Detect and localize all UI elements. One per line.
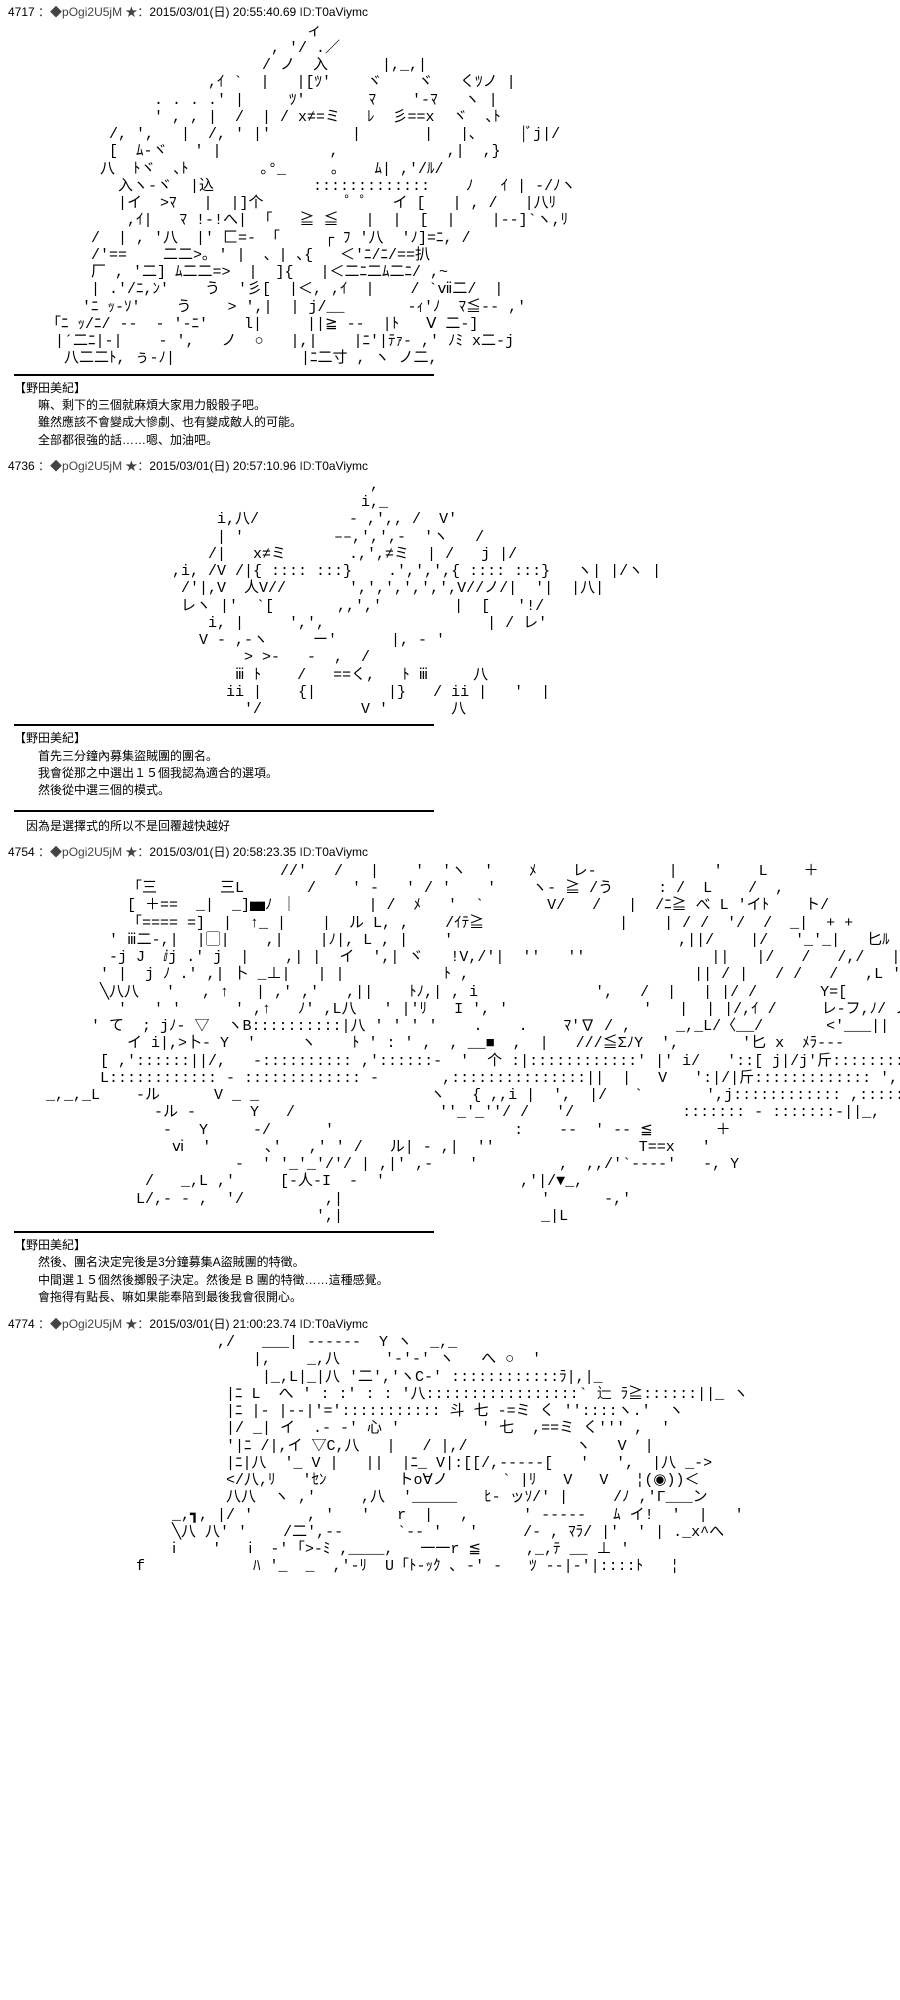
post-id: T0aViymc: [315, 459, 368, 473]
post-number: 4717: [8, 5, 35, 19]
ascii-art: //' / | ' 'ヽ ' ﾒ レ- | ' L ＋ 「三 三L / ' - …: [28, 863, 900, 1225]
post-id: T0aViymc: [315, 845, 368, 859]
divider: [14, 374, 434, 376]
post-id: T0aViymc: [315, 1317, 368, 1331]
divider: [14, 1231, 434, 1233]
post-date: 2015/03/01(日) 21:00:23.74: [149, 1317, 296, 1331]
post-number: 4736: [8, 459, 35, 473]
speech-text: 嘛、剩下的三個就麻煩大家用力骰骰子吧。 雖然應該不會變成大慘劇、也有變成敵人的可…: [38, 397, 900, 449]
speaker-name: 【野田美紀】: [14, 380, 900, 397]
post-id: T0aViymc: [315, 5, 368, 19]
divider: [14, 810, 434, 812]
post-header: 4717 ：◆pOgi2U5jM ★：2015/03/01(日) 20:55:4…: [8, 5, 900, 21]
post-date: 2015/03/01(日) 20:58:23.35: [149, 845, 296, 859]
post-number: 4774: [8, 1317, 35, 1331]
speaker-name: 【野田美紀】: [14, 1237, 900, 1254]
post-trip: ◆pOgi2U5jM ★: [50, 1317, 137, 1331]
ascii-art: ,/ ___| ------ Y ヽ _,_ |, _,八 '-'-' ヽ へ …: [28, 1334, 900, 1576]
speech-text: 首先三分鐘內募集盜賊團的團名。 我會從那之中選出１５個我認為適合的選項。 然後從…: [38, 748, 900, 800]
speaker-name: 【野田美紀】: [14, 730, 900, 747]
ascii-art: , i,_ i,八/ - ,',, / V' | ' ––,',',- 'ヽ /…: [28, 477, 900, 719]
post-trip: ◆pOgi2U5jM ★: [50, 845, 137, 859]
speech-text: 然後、團名決定完後是3分鐘募集A盜賊團的特徵。 中間選１５個然後擲骰子決定。然後…: [38, 1254, 900, 1306]
post-header: 4754 ：◆pOgi2U5jM ★：2015/03/01(日) 20:58:2…: [8, 845, 900, 861]
post-date: 2015/03/01(日) 20:55:40.69: [149, 5, 296, 19]
post-date: 2015/03/01(日) 20:57:10.96: [149, 459, 296, 473]
post-trip: ◆pOgi2U5jM ★: [50, 5, 137, 19]
note-text: 因為是選擇式的所以不是回覆越快越好: [26, 818, 900, 835]
post-trip: ◆pOgi2U5jM ★: [50, 459, 137, 473]
divider: [14, 724, 434, 726]
post-header: 4774 ：◆pOgi2U5jM ★：2015/03/01(日) 21:00:2…: [8, 1317, 900, 1333]
ascii-art: ィ , '/ .／ / ノ 入 |,_,| ,ｲ ` | |[ﾂ' ヾ ヾ くﾂ…: [28, 23, 900, 368]
post-header: 4736 ：◆pOgi2U5jM ★：2015/03/01(日) 20:57:1…: [8, 459, 900, 475]
post-number: 4754: [8, 845, 35, 859]
